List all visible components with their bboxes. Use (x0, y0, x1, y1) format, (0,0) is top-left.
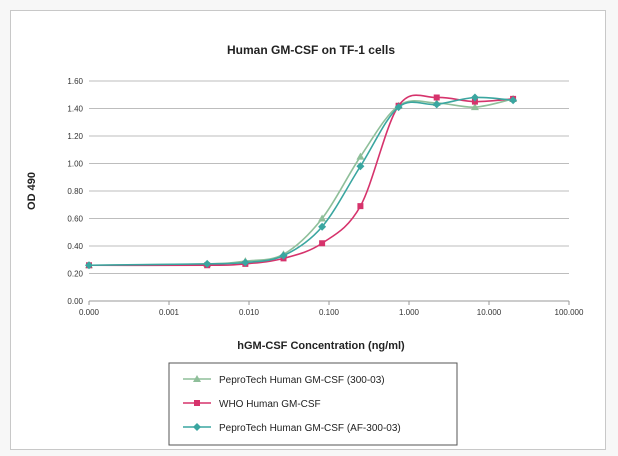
data-point (85, 261, 93, 270)
series-1 (85, 94, 518, 269)
legend-swatch-marker (193, 423, 201, 431)
data-point (318, 222, 327, 231)
legend-label: WHO Human GM-CSF (219, 399, 321, 410)
y-tick-label: 1.20 (67, 132, 83, 141)
legend-label: PeproTech Human GM-CSF (AF-300-03) (219, 423, 401, 434)
data-point (357, 203, 364, 210)
x-tick-label: 100.000 (555, 308, 584, 317)
chart-svg: Human GM-CSF on TF-1 cells 0.000.200.400… (26, 43, 584, 446)
chart-title: Human GM-CSF on TF-1 cells (227, 43, 395, 57)
y-tick-label: 0.60 (67, 215, 83, 224)
data-point (394, 103, 403, 112)
series-line (88, 98, 514, 267)
legend-items: PeproTech Human GM-CSF (300-03) WHO Human… (183, 375, 401, 434)
series-layer (85, 93, 518, 270)
series-line (88, 96, 514, 267)
x-tick-label: 1.000 (399, 308, 420, 317)
data-point (470, 93, 479, 102)
data-point (319, 240, 326, 247)
data-point (509, 96, 518, 105)
chart-frame: Human GM-CSF on TF-1 cells 0.00 0.20 0.40 0… (10, 10, 606, 450)
data-point (433, 94, 440, 101)
data-point (356, 162, 365, 171)
y-tick-label: 1.60 (67, 77, 83, 86)
y-tick-label: 0.80 (67, 187, 83, 196)
x-tick-label: 0.000 (79, 308, 100, 317)
data-point (203, 259, 212, 268)
legend-box (168, 362, 458, 446)
y-tick-label: 0.20 (67, 270, 83, 279)
x-tick-label: 10.000 (477, 308, 502, 317)
legend-swatch-marker (193, 375, 201, 382)
data-point (279, 251, 288, 260)
data-point (356, 152, 365, 160)
data-point (471, 98, 478, 105)
y-tick-label: 1.40 (67, 105, 83, 114)
x-tick-label: 0.010 (239, 308, 260, 317)
legend-item: PeproTech Human GM-CSF (300-03) (183, 375, 385, 386)
series-line (88, 94, 514, 267)
x-tick-label: 0.100 (319, 308, 340, 317)
legend-label: PeproTech Human GM-CSF (300-03) (219, 375, 385, 386)
y-tick-label: 1.00 (67, 160, 83, 169)
legend-swatch-marker (194, 400, 200, 406)
data-point (241, 258, 250, 267)
x-tick-label: 0.001 (159, 308, 180, 317)
data-point (432, 100, 441, 109)
x-axis-title: hGM-CSF Concentration (ng/ml) (237, 340, 405, 352)
y-tick-label: 0.40 (67, 242, 83, 251)
legend-item: PeproTech Human GM-CSF (AF-300-03) (183, 423, 401, 434)
grid-layer (89, 80, 569, 302)
legend: PeproTech Human GM-CSF (300-03) WHO Human… (168, 362, 458, 446)
legend-item: WHO Human GM-CSF (183, 399, 321, 410)
axis-layer: 0.00 0.20 0.40 0.60 0.80 1.00 1.20 1.40 1.60 0.00… (67, 77, 584, 317)
y-axis-title: OD 490 (26, 172, 38, 210)
data-point (318, 214, 327, 222)
data-point (470, 103, 479, 111)
y-tick-label: 0.00 (67, 297, 83, 306)
series-3 (85, 93, 518, 270)
